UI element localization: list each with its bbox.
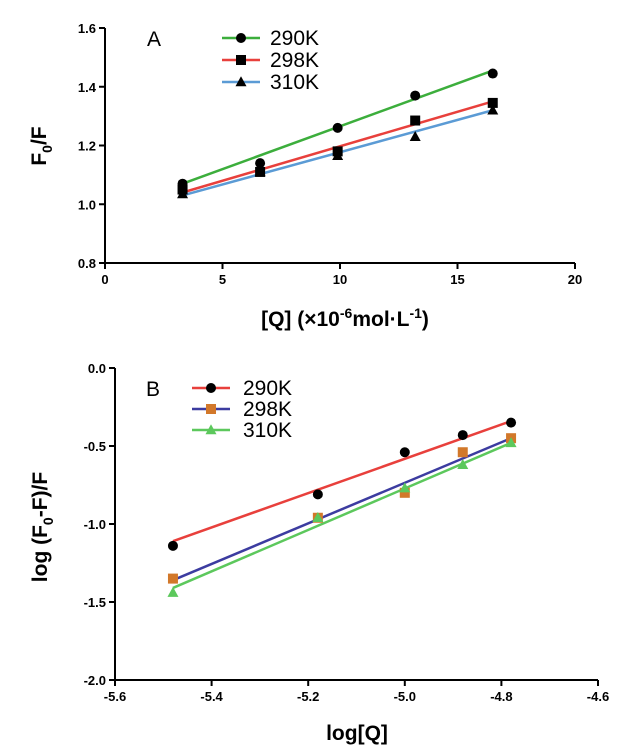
panel-a-legend-label-290k: 290K (270, 27, 319, 50)
panel-a-x-tick-label: 5 (219, 272, 226, 287)
panel-b-label: B (146, 378, 160, 401)
panel-a-x-axis-label: [Q] (×10-6mol·L-1) (261, 305, 429, 331)
panel-a-point-310k (254, 166, 266, 177)
panel-a-legend-marker-298k (236, 55, 246, 65)
panel-a-point-290k (332, 122, 343, 133)
panel-b-x-tick-label: -5.6 (104, 689, 126, 704)
panel-b-legend-label-310k: 310K (243, 419, 292, 442)
panel-b-x-tick-label: -4.8 (490, 689, 512, 704)
panel-a-point-310k (332, 150, 344, 161)
panel-a-point-298k (410, 115, 421, 126)
panel-b: -2.0 -1.5 -1.0 -0.5 0.0 -5.6 -5.4 -5.2 -5.0 -4.8 -… (29, 361, 609, 745)
panel-a-x-tick-label: 20 (568, 272, 582, 287)
panel-b-legend-marker-298k (206, 404, 216, 414)
panel-a-x-axis-label-suffix: ) (422, 308, 429, 331)
panel-b-x-axis-label: log[Q] (326, 722, 388, 745)
panel-a-x-axis-label-prefix: [Q] (×10 (261, 308, 340, 331)
panel-b-x-tick-label: -5.0 (394, 689, 416, 704)
panel-b-fit-line-298k (172, 437, 512, 582)
panel-a-y-tick-label: 1.2 (78, 139, 96, 154)
panel-a-y-axis-label-sub: 0 (39, 145, 55, 153)
panel-b-point-290k (457, 430, 468, 441)
panel-b-y-axis-label-post: -F)/F (29, 472, 52, 518)
panel-a-point-290k (487, 68, 498, 79)
panel-a-x-axis-label-mid: mol·L (352, 308, 409, 331)
panel-b-point-290k (167, 540, 178, 551)
panel-b-point-290k (506, 417, 517, 428)
panel-b-legend-marker-290k (206, 383, 216, 393)
panel-a-point-310k (177, 188, 189, 199)
panel-a-plot-area: 0.8 1.0 1.2 1.4 1.6 0 5 10 15 20 (78, 21, 582, 287)
panel-a-point-310k (409, 130, 421, 141)
panel-a-y-tick-label: 1.6 (78, 21, 96, 36)
panel-a-y-axis-label: F0/F (28, 126, 55, 165)
panel-a-point-290k (410, 90, 421, 101)
panel-a-x-axis-label-exp2: -1 (409, 305, 422, 321)
panel-a-y-tick-label: 1.4 (78, 80, 97, 95)
panel-a-point-310k (487, 104, 499, 115)
panel-b-point-298k (167, 573, 178, 584)
panel-a-legend-label-310k: 310K (270, 71, 319, 94)
panel-b-y-tick-label: -0.5 (84, 439, 106, 454)
panel-a-x-axis-label-exp1: -6 (340, 305, 353, 321)
panel-b-point-290k (399, 447, 410, 458)
panel-a-y-tick-label: 1.0 (78, 197, 96, 212)
panel-b-legend-label-298k: 298K (243, 398, 292, 421)
panel-a-y-axis-label-tail: /F (28, 126, 51, 145)
panel-b-x-tick-label: -5.4 (200, 689, 223, 704)
panel-b-y-tick-label: 0.0 (88, 361, 106, 376)
panel-b-point-310k (505, 437, 517, 448)
panel-b-point-298k (399, 487, 410, 498)
panel-b-x-tick-label: -4.6 (587, 689, 609, 704)
panel-b-y-axis-label-pre: log (F (29, 525, 52, 582)
panel-b-point-310k (167, 586, 179, 597)
panel-a-legend-marker-290k (236, 33, 246, 43)
panel-b-x-tick-label: -5.2 (297, 689, 319, 704)
panel-a-x-tick-label: 15 (450, 272, 464, 287)
panel-a: 0.8 1.0 1.2 1.4 1.6 0 5 10 15 20 A [Q] (×10-6mol·… (28, 21, 582, 331)
panel-b-y-tick-label: -1.5 (84, 595, 106, 610)
panel-b-point-310k (399, 482, 411, 493)
panel-b-y-tick-label: -1.0 (84, 517, 106, 532)
panel-b-fit-line-310k (172, 441, 512, 590)
panel-a-legend-label-298k: 298K (270, 49, 319, 72)
panel-b-y-axis-label-sub: 0 (40, 517, 56, 525)
panel-b-point-290k (312, 489, 323, 500)
panel-a-legend-marker-310k (235, 76, 247, 87)
panel-b-plot-area: -2.0 -1.5 -1.0 -0.5 0.0 -5.6 -5.4 -5.2 -5.0 -4.8 -… (84, 361, 610, 704)
panel-b-y-tick-label: -2.0 (84, 673, 106, 688)
panel-a-label: A (147, 28, 161, 51)
panel-b-legend-label-290k: 290K (243, 377, 292, 400)
panel-b-point-298k (457, 447, 468, 458)
panel-b-y-axis-label: log (F0-F)/F (29, 472, 56, 583)
panel-b-legend-marker-310k (205, 424, 217, 435)
panel-a-x-tick-label: 0 (101, 272, 108, 287)
panel-a-y-tick-label: 0.8 (78, 256, 96, 271)
panel-a-y-axis-label-main: F (28, 153, 51, 166)
panel-b-fit-line-290k (172, 419, 512, 543)
panel-b-point-310k (312, 512, 324, 523)
panel-a-point-290k (255, 158, 266, 169)
panel-a-x-tick-label: 10 (333, 272, 347, 287)
panel-b-point-310k (457, 458, 469, 469)
panel-a-point-298k (487, 97, 498, 108)
